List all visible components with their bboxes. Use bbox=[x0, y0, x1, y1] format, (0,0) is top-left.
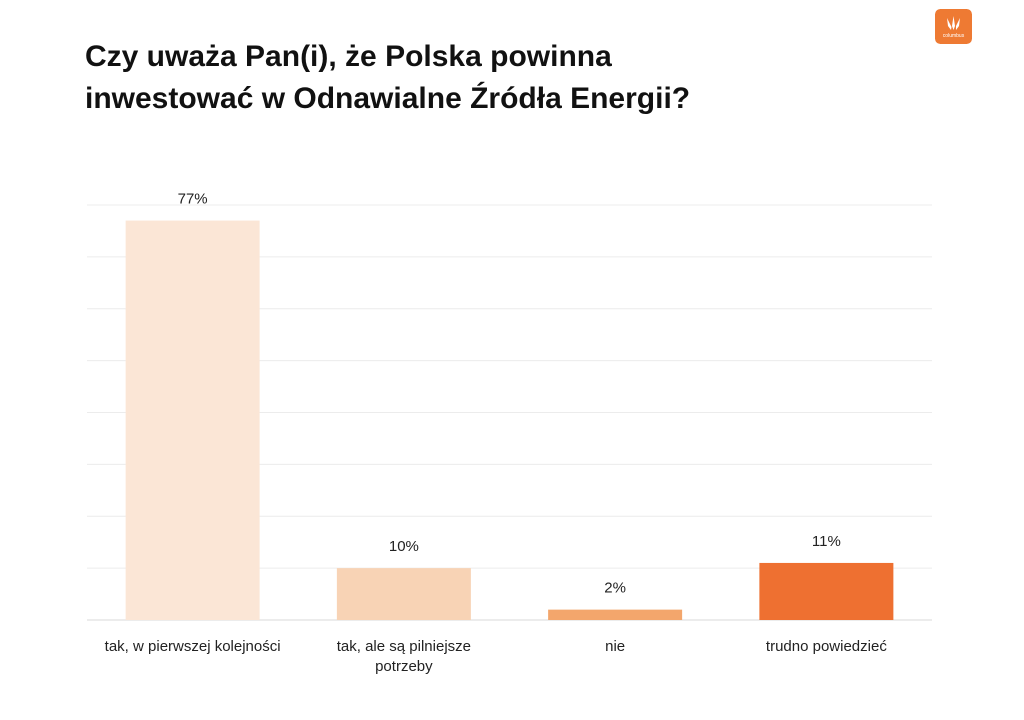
value-label: 10% bbox=[389, 538, 419, 555]
chart-title-line-2: inwestować w Odnawialne Źródła Energii? bbox=[85, 82, 691, 115]
logo-mark-icon bbox=[947, 16, 960, 30]
category-label: nie bbox=[605, 638, 626, 655]
columbus-logo bbox=[935, 9, 972, 44]
bar bbox=[759, 562, 894, 620]
chart-title-line-1: Czy uważa Pan(i), że Polska powinna bbox=[85, 40, 612, 73]
category-label: tak, w pierwszej kolejności bbox=[104, 638, 281, 655]
chart-title: Czy uważa Pan(i), że Polska powinna inwe… bbox=[85, 36, 845, 120]
category-label: trudno powiedzieć bbox=[765, 638, 887, 655]
bar bbox=[548, 609, 683, 620]
value-label: 11% bbox=[812, 533, 841, 550]
value-labels: 77% 10% 2% 11% bbox=[178, 191, 841, 597]
value-label: 2% bbox=[604, 580, 626, 597]
category-label: tak, ale są pilniejsze potrzeby bbox=[336, 638, 471, 675]
value-label: 77% bbox=[178, 191, 208, 208]
bar bbox=[125, 220, 260, 620]
logo-text: columbus bbox=[942, 33, 965, 39]
bar bbox=[336, 568, 471, 620]
bars bbox=[125, 220, 894, 620]
